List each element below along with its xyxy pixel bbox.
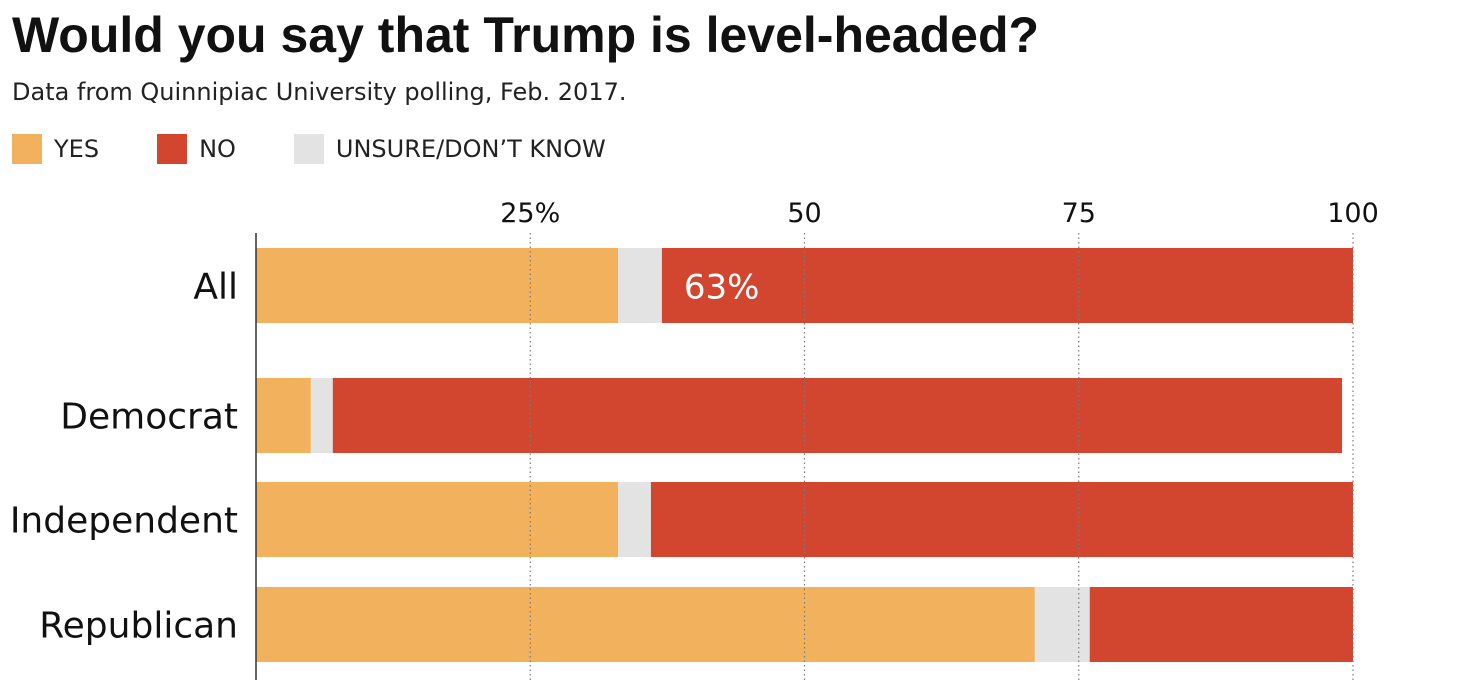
legend-item-unsure: UNSURE/DON’T KNOW xyxy=(293,134,606,164)
bar-independent-no xyxy=(650,482,1353,557)
category-label-democrat: Democrat xyxy=(60,397,238,438)
bar-republican-unsure-don-t-know xyxy=(1034,587,1090,662)
legend-swatch-yes xyxy=(12,134,42,164)
bar-independent-yes xyxy=(256,482,619,557)
x-tick-label-75: 75 xyxy=(1062,198,1096,229)
x-tick-label-100: 100 xyxy=(1327,198,1379,229)
chart-subtitle: Data from Quinnipiac University polling,… xyxy=(12,78,627,106)
legend-swatch-unsure xyxy=(293,134,324,164)
legend-label-no: NO xyxy=(199,135,236,163)
legend-item-yes: YES xyxy=(12,134,99,164)
legend-label-yes: YES xyxy=(54,135,100,163)
bar-democrat-unsure-don-t-know xyxy=(310,378,333,453)
x-tick-label-25: 25% xyxy=(500,198,560,229)
data-label-all-no: 63% xyxy=(684,268,760,308)
chart-title: Would you say that Trump is level-headed… xyxy=(12,7,1040,63)
bar-republican-yes xyxy=(256,587,1035,662)
bar-all-yes xyxy=(256,248,619,323)
bar-democrat-yes xyxy=(256,378,311,453)
category-label-all: All xyxy=(193,267,238,308)
bar-democrat-no xyxy=(332,378,1343,453)
bar-independent-unsure-don-t-know xyxy=(618,482,651,557)
legend-swatch-no xyxy=(157,134,188,164)
category-label-republican: Republican xyxy=(39,606,238,647)
legend-item-no: NO xyxy=(157,134,236,164)
legend-label-unsure: UNSURE/DON’T KNOW xyxy=(335,135,606,163)
category-label-independent: Independent xyxy=(10,501,238,542)
bar-all-no xyxy=(661,248,1353,323)
bar-all-unsure-don-t-know xyxy=(618,248,662,323)
x-tick-label-50: 50 xyxy=(787,198,821,229)
chart-legend: YES NO UNSURE/DON’T KNOW xyxy=(12,133,664,165)
bar-republican-no xyxy=(1089,587,1353,662)
